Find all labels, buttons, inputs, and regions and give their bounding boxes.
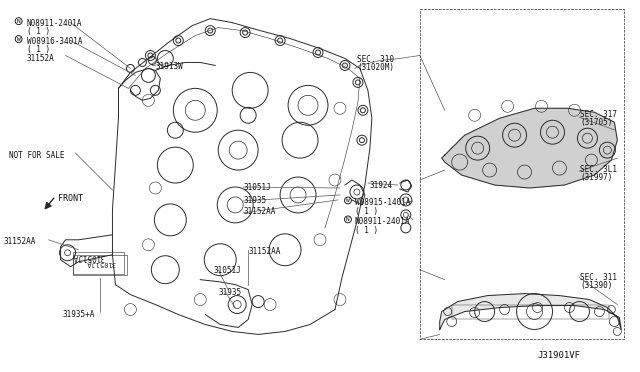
Text: N: N xyxy=(346,217,350,222)
Text: W08915-1401A: W08915-1401A xyxy=(355,198,410,207)
Text: 31152AA: 31152AA xyxy=(243,207,276,216)
Text: 31152A: 31152A xyxy=(27,54,54,64)
Text: SEC. 317: SEC. 317 xyxy=(580,110,618,119)
Text: SEC. 311: SEC. 311 xyxy=(580,273,618,282)
Text: 31935+A: 31935+A xyxy=(63,310,95,318)
Text: SEC. 310: SEC. 310 xyxy=(357,55,394,64)
Text: W: W xyxy=(346,198,350,203)
Text: 31051JA: 31051JA xyxy=(86,260,115,266)
Text: N: N xyxy=(17,19,20,24)
Bar xyxy=(72,255,127,275)
Text: ( 1 ): ( 1 ) xyxy=(355,226,378,235)
Text: W08916-3401A: W08916-3401A xyxy=(27,36,82,45)
Text: 31152AA: 31152AA xyxy=(4,237,36,246)
Text: N08911-2401A: N08911-2401A xyxy=(27,19,82,28)
Text: 31051JA: 31051JA xyxy=(72,252,105,261)
Text: 31935: 31935 xyxy=(218,288,241,296)
Text: ( 1 ): ( 1 ) xyxy=(355,207,378,216)
Text: ( 1 ): ( 1 ) xyxy=(27,45,50,54)
Text: 31051J: 31051J xyxy=(243,183,271,192)
Text: W: W xyxy=(17,36,20,42)
Text: (31020M): (31020M) xyxy=(357,64,394,73)
Text: N08911-2401A: N08911-2401A xyxy=(355,217,410,226)
Text: ( 1 ): ( 1 ) xyxy=(27,26,50,36)
Text: 31924: 31924 xyxy=(370,181,393,190)
Text: FRONT: FRONT xyxy=(58,194,83,203)
Text: (31390): (31390) xyxy=(580,280,613,290)
Text: (31705): (31705) xyxy=(580,118,613,127)
Polygon shape xyxy=(440,294,621,330)
Text: SEC. 3L1: SEC. 3L1 xyxy=(580,165,618,174)
Text: 31051J: 31051J xyxy=(213,266,241,275)
Bar xyxy=(72,252,124,274)
Text: 31913W: 31913W xyxy=(156,62,183,71)
Polygon shape xyxy=(442,108,618,188)
Text: J31901VF: J31901VF xyxy=(538,352,580,360)
Text: 31152AA: 31152AA xyxy=(248,247,280,256)
Text: (31997): (31997) xyxy=(580,173,613,182)
Text: 31935: 31935 xyxy=(243,196,266,205)
Text: NOT FOR SALE: NOT FOR SALE xyxy=(9,151,64,160)
